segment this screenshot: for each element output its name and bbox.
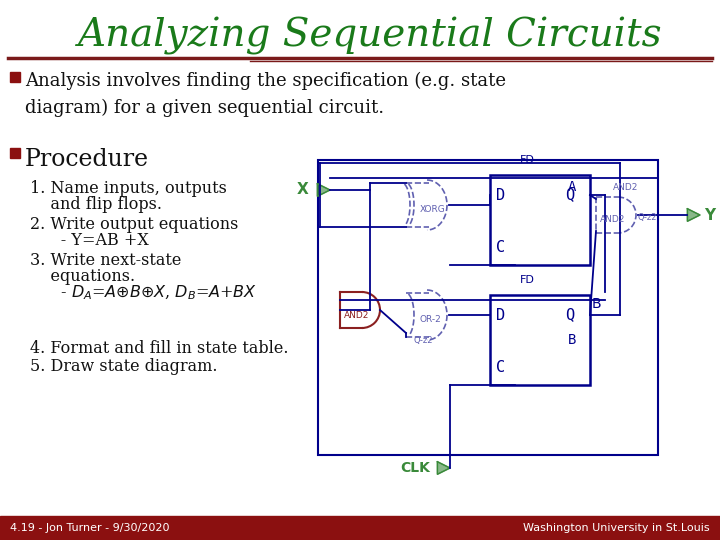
Text: 4.19 - Jon Turner - 9/30/2020: 4.19 - Jon Turner - 9/30/2020 <box>10 523 169 533</box>
Text: Procedure: Procedure <box>25 148 149 171</box>
Bar <box>0 516 720 540</box>
Text: Y: Y <box>704 207 715 222</box>
Text: Analyzing Sequential Circuits: Analyzing Sequential Circuits <box>78 17 662 55</box>
Text: B: B <box>568 333 577 347</box>
Text: D: D <box>496 187 505 202</box>
Text: CLK: CLK <box>400 461 430 475</box>
Bar <box>10 72 20 82</box>
Bar <box>318 160 658 455</box>
Text: D: D <box>496 307 505 322</box>
Bar <box>490 175 590 265</box>
Text: equations.: equations. <box>30 268 135 285</box>
Text: A: A <box>568 180 577 194</box>
Text: AND2: AND2 <box>344 310 369 320</box>
Text: AND2: AND2 <box>613 183 639 192</box>
Text: 2. Write output equations: 2. Write output equations <box>30 216 238 233</box>
Text: X: X <box>296 183 308 198</box>
Text: C: C <box>496 360 505 375</box>
Polygon shape <box>438 462 450 474</box>
Text: Q-z2: Q-z2 <box>638 213 657 222</box>
Text: FD: FD <box>520 155 535 165</box>
Text: 1. Name inputs, outputs: 1. Name inputs, outputs <box>30 180 227 197</box>
Text: AND2: AND2 <box>600 215 626 225</box>
Polygon shape <box>688 208 700 221</box>
Bar <box>10 148 20 158</box>
Text: and flip flops.: and flip flops. <box>30 196 162 213</box>
Text: Q: Q <box>565 307 574 322</box>
Text: - $D_A$=$A$$\oplus$$B$$\oplus$$X$, $D_B$=$A$+$BX$: - $D_A$=$A$$\oplus$$B$$\oplus$$X$, $D_B$… <box>30 284 257 302</box>
Polygon shape <box>318 184 330 197</box>
Text: Analysis involves finding the specification (e.g. state
diagram) for a given seq: Analysis involves finding the specificat… <box>25 72 506 117</box>
Text: 4. Format and fill in state table.: 4. Format and fill in state table. <box>30 340 289 357</box>
Text: 3. Write next-state: 3. Write next-state <box>30 252 181 269</box>
Bar <box>490 295 590 385</box>
Text: XORG: XORG <box>420 206 446 214</box>
Text: Washington University in St.Louis: Washington University in St.Louis <box>523 523 710 533</box>
Text: - Y=AB +X: - Y=AB +X <box>30 232 149 249</box>
Text: OR-2: OR-2 <box>420 315 442 325</box>
Text: Q-z2: Q-z2 <box>414 336 433 345</box>
Text: FD: FD <box>520 275 535 285</box>
Text: Q: Q <box>565 187 574 202</box>
Text: 5. Draw state diagram.: 5. Draw state diagram. <box>30 358 217 375</box>
Text: C: C <box>496 240 505 254</box>
Text: B: B <box>592 297 602 311</box>
